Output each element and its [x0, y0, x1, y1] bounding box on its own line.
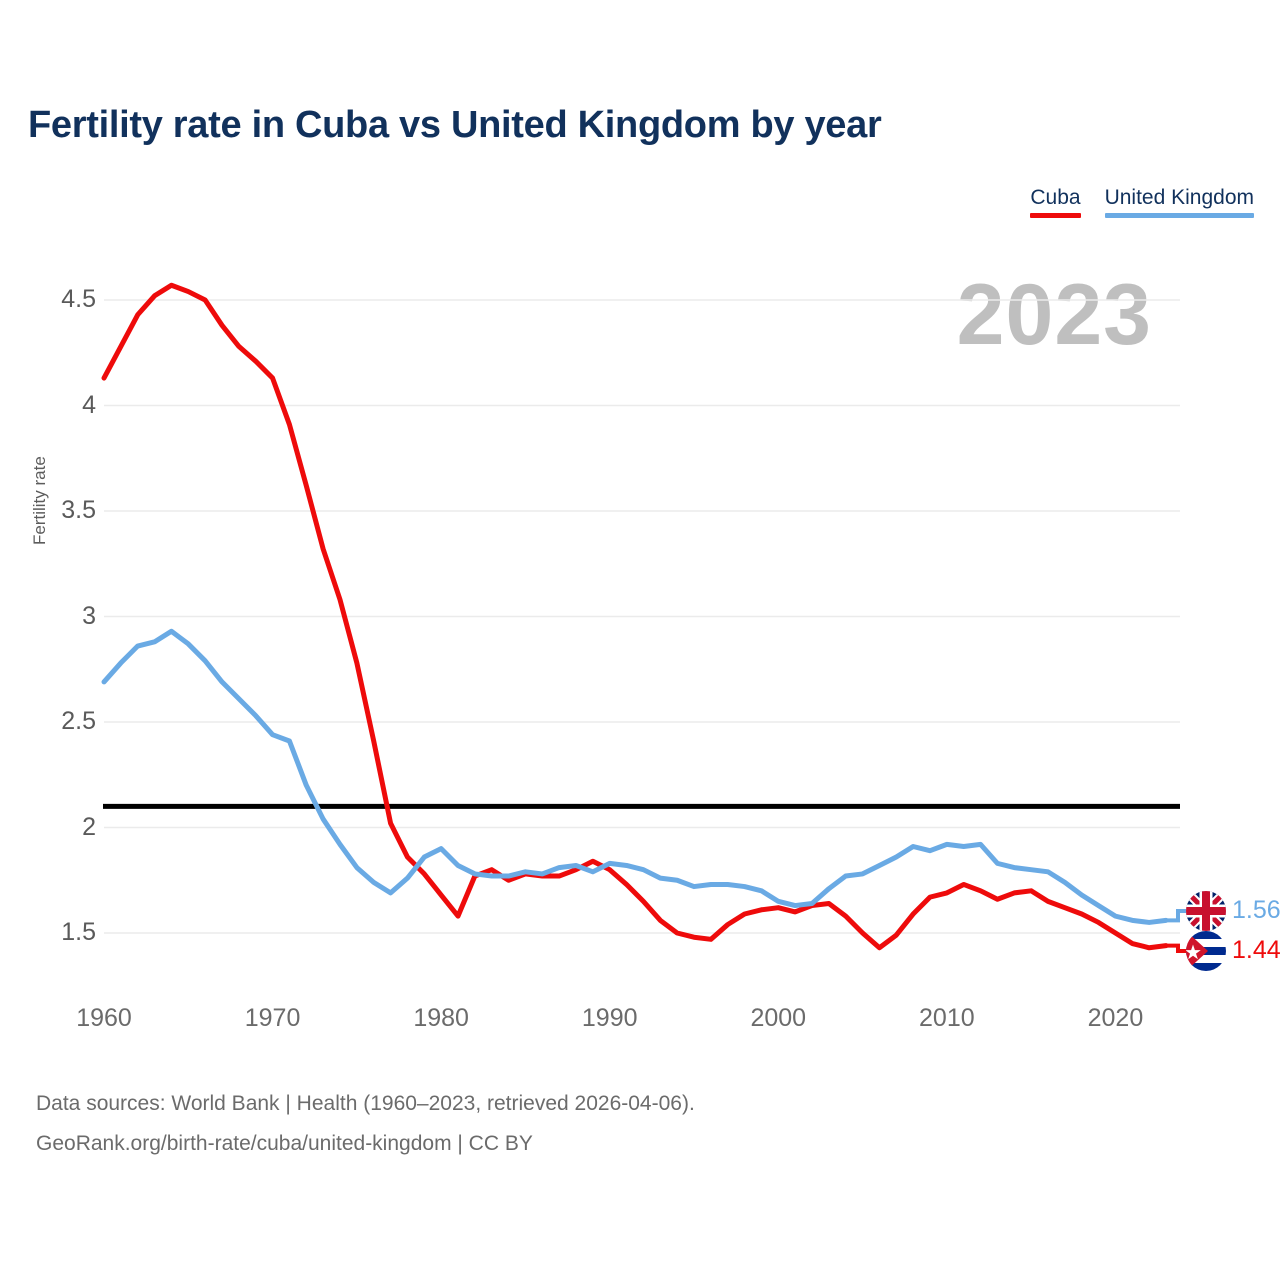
uk-flag-icon: [1186, 891, 1226, 931]
y-axis-tick-label: 4.5: [61, 285, 96, 313]
year-watermark: 2023: [956, 267, 1152, 363]
y-axis-tick-label: 2: [82, 812, 96, 841]
cuba-flag-icon: [1186, 931, 1226, 971]
footer-line-2: GeoRank.org/birth-rate/cuba/united-kingd…: [36, 1132, 533, 1155]
chart-legend: Cuba United Kingdom: [1030, 186, 1254, 218]
y-axis-tick-label: 3.5: [61, 496, 96, 524]
x-axis-tick-label: 1990: [581, 1004, 638, 1032]
x-axis-tick-label: 2000: [750, 1004, 807, 1032]
footer-line-1: Data sources: World Bank | Health (1960–…: [36, 1092, 695, 1115]
series-end-connector: [1166, 909, 1188, 923]
legend-label-united-kingdom: United Kingdom: [1104, 186, 1254, 209]
end-value-united-kingdom: 1.56: [1232, 896, 1280, 924]
y-axis-tick-label: 1.5: [61, 918, 96, 946]
legend-item-cuba[interactable]: Cuba: [1030, 186, 1081, 218]
footer-attribution: Data sources: World Bank | Health (1960–…: [36, 1084, 695, 1164]
y-axis-tick-label: 2.5: [61, 707, 96, 735]
x-axis-tick-label: 1970: [244, 1004, 301, 1032]
legend-color-swatch-cuba: [1030, 213, 1081, 218]
x-axis-tick-label: 2010: [919, 1004, 975, 1032]
legend-color-swatch-united-kingdom: [1104, 213, 1254, 218]
end-value-cuba: 1.44: [1232, 936, 1280, 964]
series-line-united-kingdom: [101, 628, 1169, 925]
legend-label-cuba: Cuba: [1030, 186, 1081, 209]
page-title: Fertility rate in Cuba vs United Kingdom…: [28, 104, 882, 146]
y-axis-tick-label: 3: [82, 601, 96, 630]
legend-item-united-kingdom[interactable]: United Kingdom: [1104, 186, 1254, 218]
x-axis-tick-label: 1960: [76, 1004, 132, 1032]
series-end-connector: [1166, 943, 1188, 953]
series-line-cuba: [101, 282, 1169, 951]
x-axis-tick-label: 2020: [1087, 1004, 1144, 1032]
x-axis-tick-label: 1980: [413, 1004, 469, 1032]
y-axis-tick-label: 4: [82, 390, 96, 419]
